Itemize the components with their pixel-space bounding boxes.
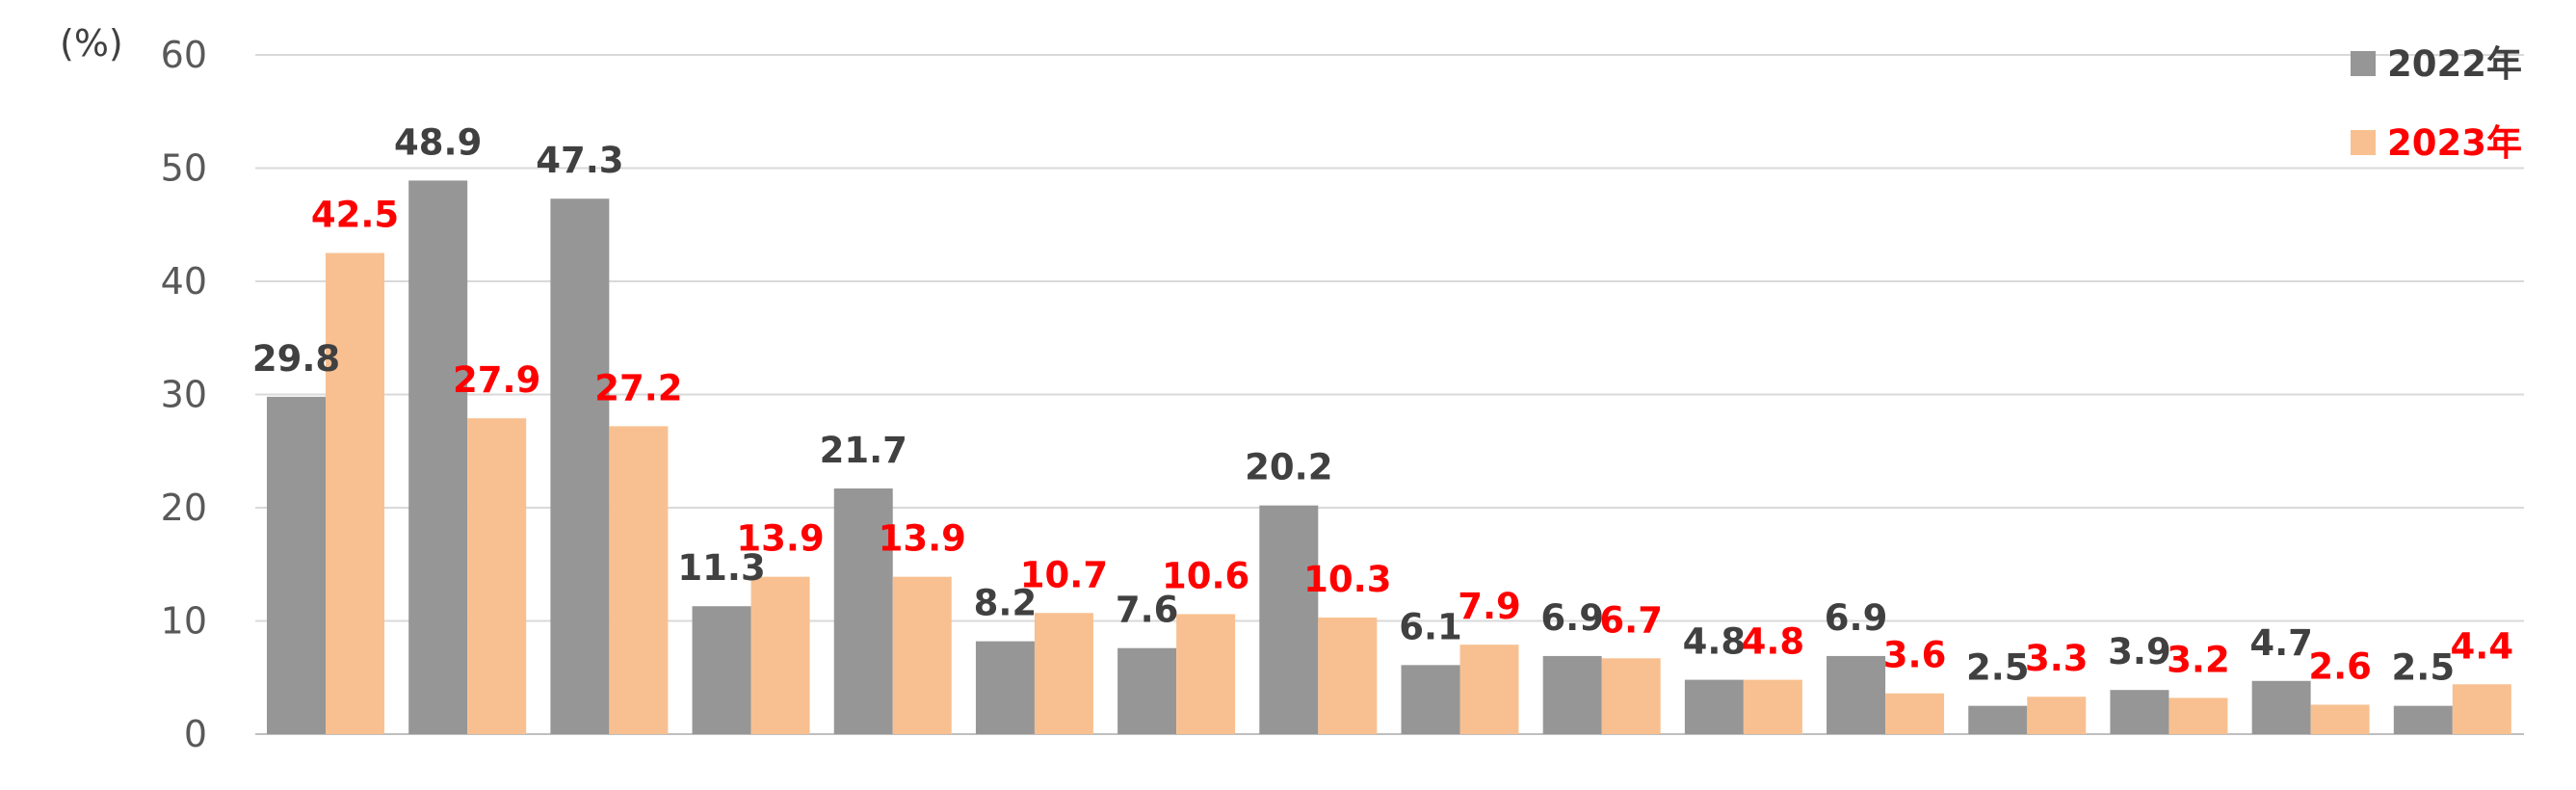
bar-2022 (1968, 705, 2028, 734)
bar-2022 (2393, 705, 2453, 734)
data-label-2022: 8.2 (974, 583, 1038, 624)
data-label-2023: 2.6 (2308, 645, 2372, 687)
legend-swatch-2023 (2351, 130, 2376, 155)
data-label-2022: 6.9 (1540, 597, 1604, 639)
bar-2022 (550, 198, 610, 735)
bar-2022 (1401, 665, 1460, 734)
legend-label-2023: 2023年 (2387, 122, 2522, 164)
data-label-2022: 4.8 (1683, 621, 1747, 663)
bar-2023 (467, 418, 527, 734)
legend-swatch-2022 (2351, 51, 2376, 76)
bar-2022 (2110, 690, 2169, 734)
data-label-2023: 42.5 (311, 195, 399, 236)
bar-2022 (2251, 680, 2311, 734)
bar-2022 (833, 488, 893, 734)
y-tick-label: 60 (161, 34, 207, 76)
data-labels: 29.8 48.9 47.3 11.3 21.7 8.2 7.6 20.2 6.1 6.9 4.8 6… (252, 121, 2513, 688)
legend: 2022年 2023年 (2351, 43, 2522, 164)
data-label-2022: 11.3 (677, 547, 765, 589)
data-label-2022: 4.7 (2249, 622, 2313, 664)
data-label-2023: 3.2 (2167, 639, 2230, 680)
data-label-2022: 29.8 (252, 338, 340, 380)
y-axis: 0 10 20 30 40 50 60 (161, 34, 207, 755)
data-label-2023: 13.9 (736, 518, 824, 560)
bar-2023 (1459, 645, 1519, 734)
bar-2023 (1601, 658, 1661, 734)
data-label-2022: 3.9 (2108, 631, 2171, 672)
bar-2023 (750, 576, 810, 734)
bar-2022 (1542, 655, 1602, 734)
data-label-2023: 13.9 (879, 518, 966, 560)
bar-2023 (326, 252, 384, 734)
bar-2023 (1034, 613, 1093, 734)
data-label-2022: 6.9 (1825, 597, 1888, 639)
bar-2023 (2169, 698, 2228, 734)
data-label-2022: 48.9 (394, 121, 482, 163)
bar-2023 (2027, 697, 2087, 734)
data-label-2022: 7.6 (1116, 590, 1179, 631)
data-label-2023: 6.7 (1599, 599, 1663, 641)
bar-2022 (1684, 679, 1744, 734)
data-label-2023: 4.8 (1742, 621, 1805, 663)
bar-2023 (1176, 614, 1236, 734)
data-label-2023: 10.6 (1162, 555, 1249, 596)
bar-2023 (609, 426, 669, 734)
y-tick-label: 40 (161, 260, 207, 303)
bar-2023 (2452, 684, 2511, 734)
data-label-2023: 3.3 (2025, 638, 2089, 679)
bar-2022 (1827, 655, 1886, 734)
y-tick-label: 20 (161, 487, 207, 529)
data-label-2022: 20.2 (1245, 447, 1332, 488)
bar-2022 (408, 180, 468, 735)
bar-2023 (1743, 679, 1802, 734)
data-label-2022: 2.5 (1966, 647, 2030, 689)
data-label-2023: 27.2 (594, 367, 682, 408)
bar-2022 (975, 641, 1035, 734)
bar-2022 (267, 396, 326, 734)
data-label-2023: 10.7 (1020, 554, 1108, 595)
data-label-2023: 10.3 (1303, 559, 1391, 600)
legend-label-2022: 2022年 (2387, 43, 2522, 85)
data-label-2022: 47.3 (536, 140, 623, 181)
y-tick-label: 10 (161, 600, 207, 643)
data-label-2022: 6.1 (1399, 606, 1462, 647)
y-tick-label: 0 (184, 713, 207, 755)
y-tick-label: 50 (161, 147, 207, 190)
bar-2023 (892, 576, 952, 734)
bar-2022 (1259, 505, 1319, 734)
bar-2023 (1885, 693, 1945, 734)
data-label-2023: 3.6 (1883, 635, 1947, 676)
data-label-2022: 2.5 (2392, 647, 2456, 689)
bar-2022 (692, 606, 751, 734)
y-axis-unit-label: (%) (60, 22, 123, 65)
data-label-2023: 27.9 (453, 359, 540, 401)
bars (267, 180, 2511, 735)
y-tick-label: 30 (161, 374, 207, 416)
bar-2023 (1318, 617, 1378, 734)
bar-2022 (1117, 647, 1177, 734)
bar-2023 (2310, 704, 2370, 734)
data-label-2023: 4.4 (2451, 625, 2514, 667)
data-label-2023: 7.9 (1458, 586, 1521, 627)
data-label-2022: 21.7 (820, 430, 907, 471)
